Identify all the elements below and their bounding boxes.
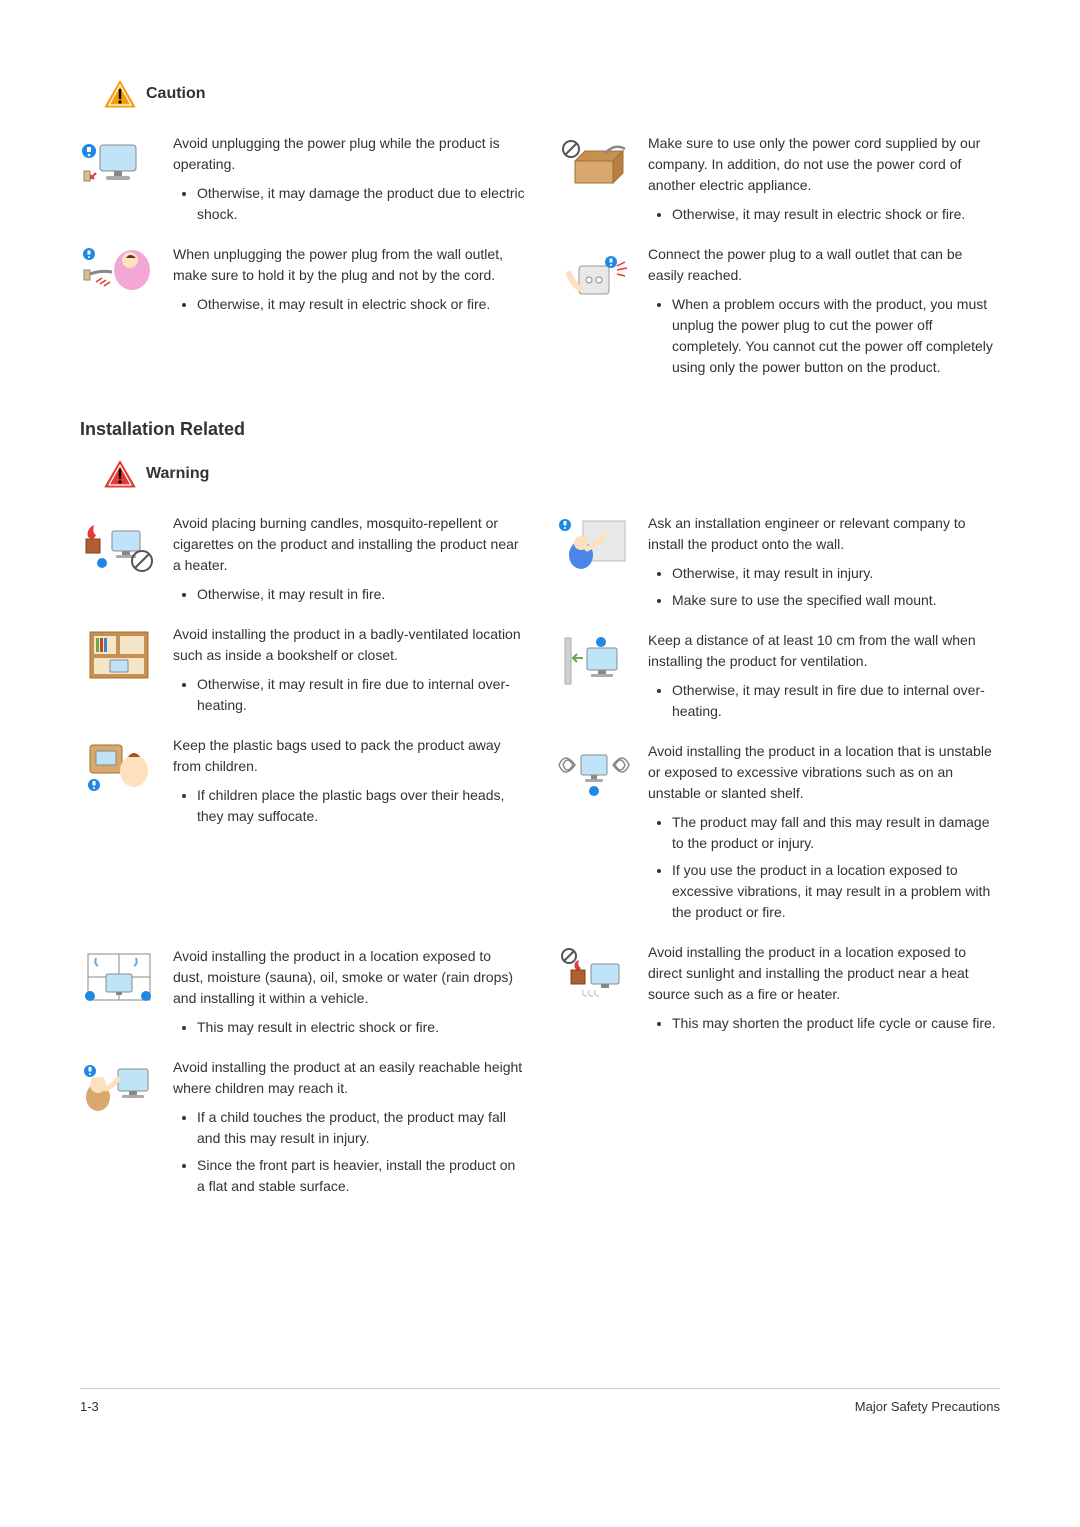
caution-item: Connect the power plug to a wall outlet … — [555, 244, 1000, 384]
warning-title: Warning — [146, 465, 209, 483]
install-item: Avoid installing the product at an easil… — [80, 1057, 525, 1203]
install-item: Keep the plastic bags used to pack the p… — [80, 735, 525, 833]
dust-moisture-icon — [80, 946, 158, 1008]
footer-page-number: 1-3 — [80, 1399, 99, 1414]
caution-title: Caution — [146, 85, 206, 103]
item-body: Avoid installing the product in a locati… — [648, 942, 1000, 1040]
caution-item: When unplugging the power plug from the … — [80, 244, 525, 321]
item-bullet: The product may fall and this may result… — [672, 812, 1000, 854]
candle-heater-icon — [80, 513, 158, 575]
item-intro: Avoid installing the product in a badly-… — [173, 624, 525, 666]
item-body: Connect the power plug to a wall outlet … — [648, 244, 1000, 384]
caution-header: Caution — [104, 80, 1000, 108]
install-item: Ask an installation engineer or relevant… — [555, 513, 1000, 617]
item-intro: Keep a distance of at least 10 cm from t… — [648, 630, 1000, 672]
item-intro: Ask an installation engineer or relevant… — [648, 513, 1000, 555]
caution-triangle-icon — [104, 80, 136, 108]
item-body: Ask an installation engineer or relevant… — [648, 513, 1000, 617]
install-item: Avoid installing the product in a locati… — [80, 946, 525, 1044]
installation-grid: Avoid placing burning candles, mosquito-… — [80, 513, 1000, 1208]
caution-item: Avoid unplugging the power plug while th… — [80, 133, 525, 231]
caution-col-right: Make sure to use only the power cord sup… — [555, 133, 1000, 389]
page-footer: 1-3 Major Safety Precautions — [80, 1388, 1000, 1414]
item-intro: Avoid installing the product in a locati… — [648, 942, 1000, 1005]
item-bullet: Make sure to use the specified wall moun… — [672, 590, 1000, 611]
vibration-icon — [555, 741, 633, 803]
item-intro: When unplugging the power plug from the … — [173, 244, 525, 286]
item-body: Avoid installing the product in a locati… — [648, 741, 1000, 929]
item-bullet: Otherwise, it may result in fire due to … — [672, 680, 1000, 722]
item-intro: Avoid installing the product at an easil… — [173, 1057, 525, 1099]
item-bullet: Since the front part is heavier, install… — [197, 1155, 525, 1197]
item-bullet: If a child touches the product, the prod… — [197, 1107, 525, 1149]
item-body: Avoid placing burning candles, mosquito-… — [173, 513, 525, 611]
plastic-bag-icon — [80, 735, 158, 797]
install-item: Avoid installing the product in a locati… — [555, 741, 1000, 929]
item-body: Make sure to use only the power cord sup… — [648, 133, 1000, 231]
warning-header: Warning — [104, 460, 1000, 488]
item-bullet: Otherwise, it may result in electric sho… — [672, 204, 1000, 225]
sunlight-heat-icon — [555, 942, 633, 1004]
wall-mount-icon — [555, 513, 633, 575]
item-bullet: This may shorten the product life cycle … — [672, 1013, 1000, 1034]
warning-triangle-icon — [104, 460, 136, 488]
install-item: Avoid installing the product in a locati… — [555, 942, 1000, 1040]
caution-col-left: Avoid unplugging the power plug while th… — [80, 133, 525, 389]
outlet-reach-icon — [555, 244, 633, 306]
item-body: Avoid installing the product in a badly-… — [173, 624, 525, 722]
installation-section-title: Installation Related — [80, 419, 1000, 440]
item-intro: Avoid placing burning candles, mosquito-… — [173, 513, 525, 576]
footer-section-title: Major Safety Precautions — [855, 1399, 1000, 1414]
item-intro: Avoid installing the product in a locati… — [173, 946, 525, 1009]
item-bullet: This may result in electric shock or fir… — [197, 1017, 525, 1038]
item-bullet: If you use the product in a location exp… — [672, 860, 1000, 923]
pull-cord-icon — [80, 244, 158, 306]
item-intro: Avoid installing the product in a locati… — [648, 741, 1000, 804]
item-bullet: If children place the plastic bags over … — [197, 785, 525, 827]
item-bullet: When a problem occurs with the product, … — [672, 294, 1000, 378]
bookshelf-icon — [80, 624, 158, 686]
item-bullet: Otherwise, it may result in injury. — [672, 563, 1000, 584]
item-bullet: Otherwise, it may result in electric sho… — [197, 294, 525, 315]
item-intro: Keep the plastic bags used to pack the p… — [173, 735, 525, 777]
item-body: Keep the plastic bags used to pack the p… — [173, 735, 525, 833]
child-reach-icon — [80, 1057, 158, 1119]
item-body: Avoid unplugging the power plug while th… — [173, 133, 525, 231]
item-body: When unplugging the power plug from the … — [173, 244, 525, 321]
item-intro: Make sure to use only the power cord sup… — [648, 133, 1000, 196]
item-body: Avoid installing the product at an easil… — [173, 1057, 525, 1203]
monitor-unplug-icon — [80, 133, 158, 195]
caution-item: Make sure to use only the power cord sup… — [555, 133, 1000, 231]
install-col-right: Ask an installation engineer or relevant… — [555, 513, 1000, 1208]
install-item: Avoid placing burning candles, mosquito-… — [80, 513, 525, 611]
item-body: Avoid installing the product in a locati… — [173, 946, 525, 1044]
ventilation-icon — [555, 630, 633, 692]
item-intro: Avoid unplugging the power plug while th… — [173, 133, 525, 175]
item-bullet: Otherwise, it may result in fire due to … — [197, 674, 525, 716]
caution-grid: Avoid unplugging the power plug while th… — [80, 133, 1000, 389]
item-body: Keep a distance of at least 10 cm from t… — [648, 630, 1000, 728]
install-col-left: Avoid placing burning candles, mosquito-… — [80, 513, 525, 1208]
install-item: Keep a distance of at least 10 cm from t… — [555, 630, 1000, 728]
item-bullet: Otherwise, it may result in fire. — [197, 584, 525, 605]
item-intro: Connect the power plug to a wall outlet … — [648, 244, 1000, 286]
box-cord-icon — [555, 133, 633, 195]
item-bullet: Otherwise, it may damage the product due… — [197, 183, 525, 225]
install-item: Avoid installing the product in a badly-… — [80, 624, 525, 722]
